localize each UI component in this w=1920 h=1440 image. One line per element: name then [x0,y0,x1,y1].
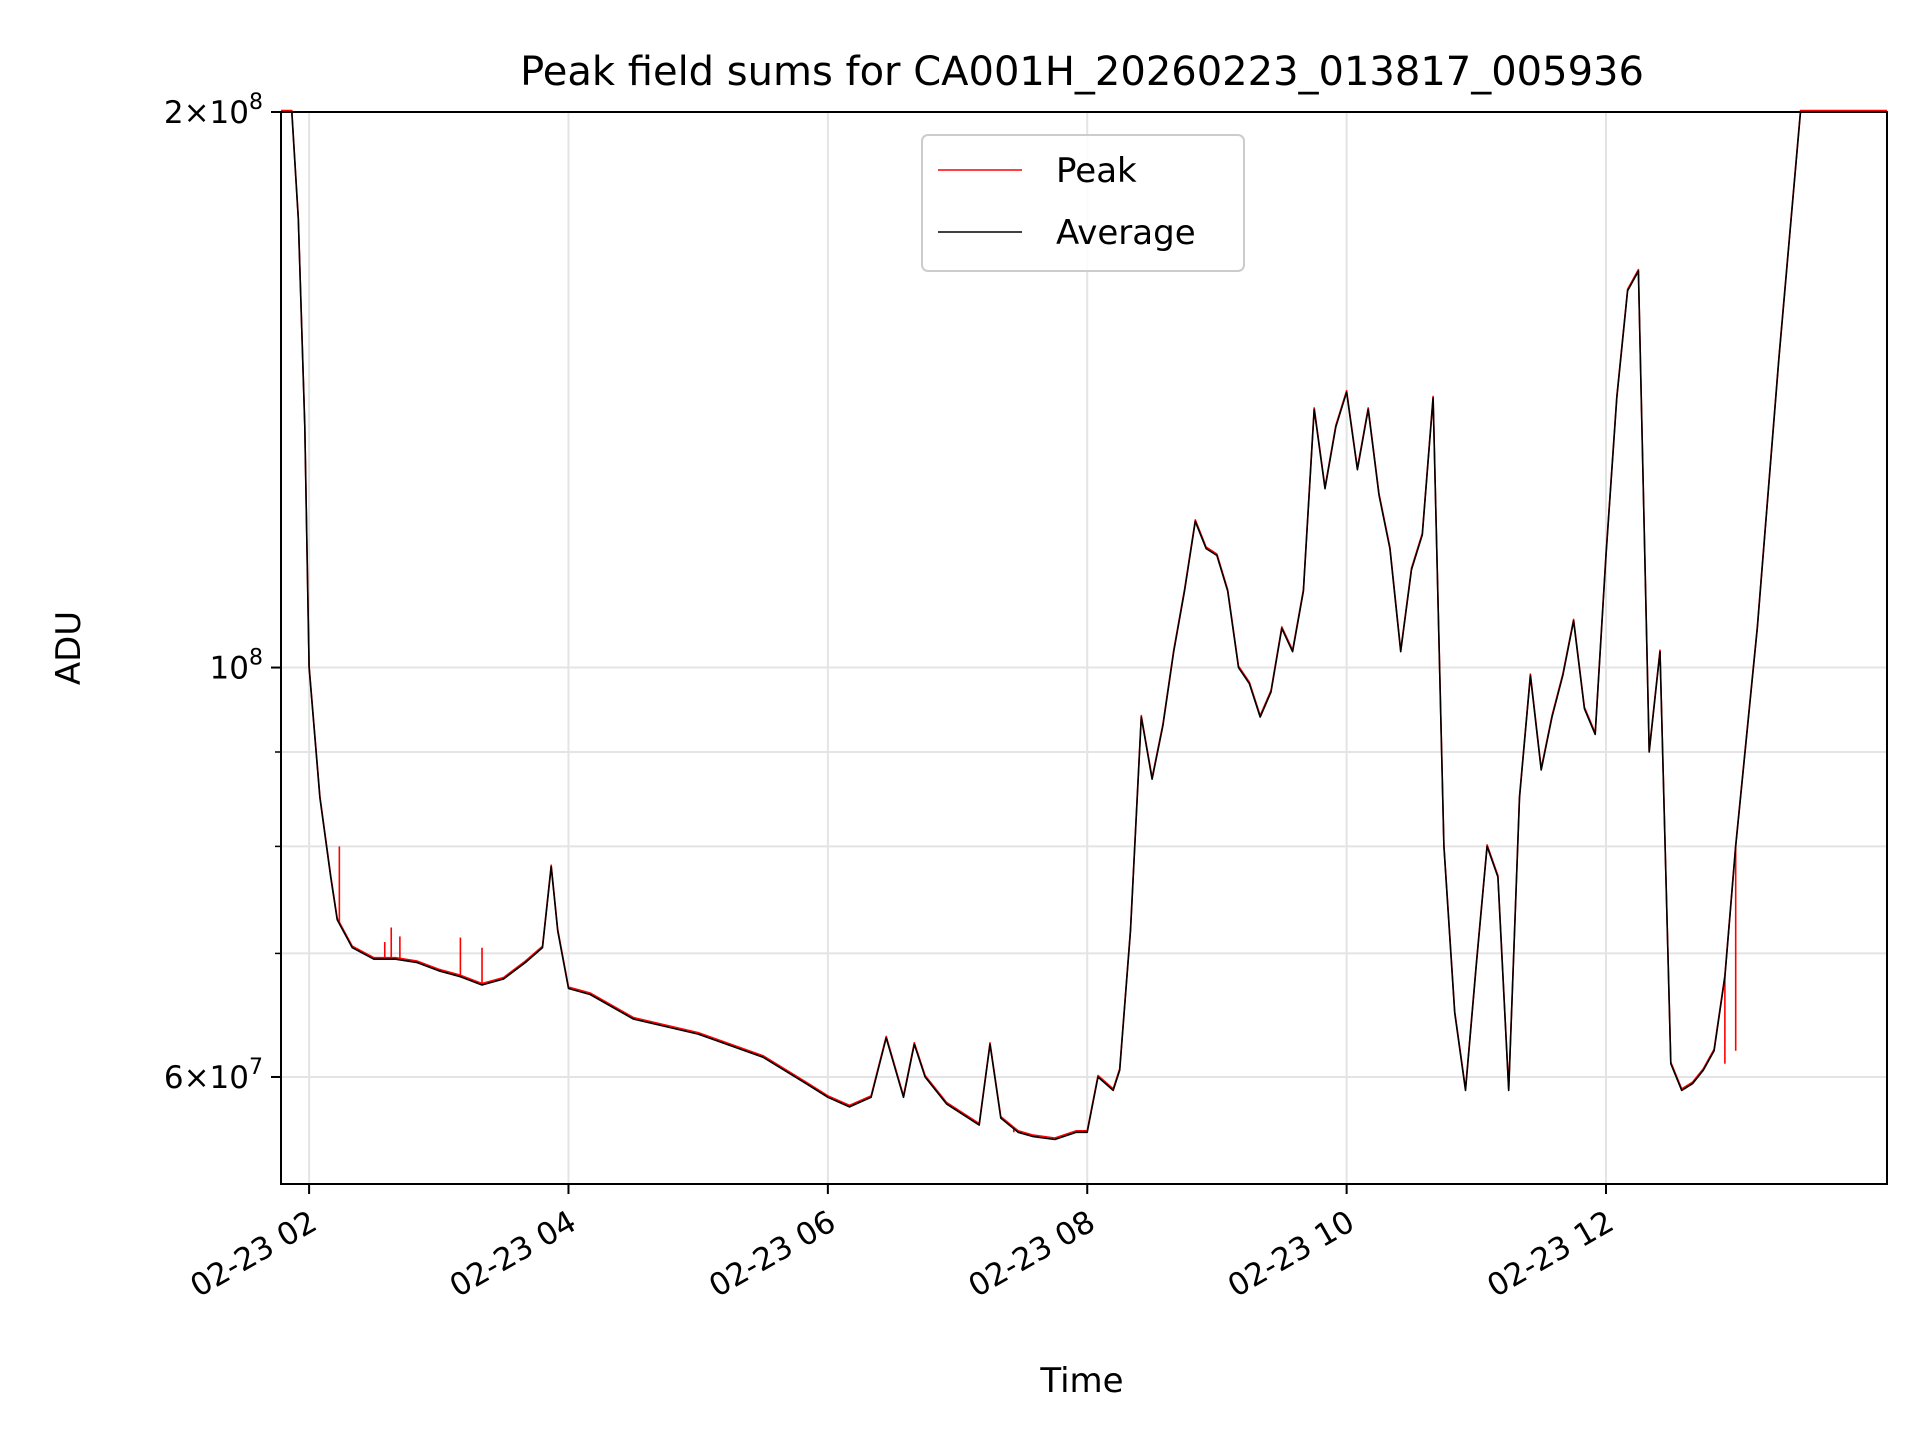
y-tick-label: 108 [210,646,263,687]
y-tick-label: 6×107 [164,1055,263,1096]
legend: Peak Average [921,134,1245,272]
legend-box [921,134,1245,272]
y-axis-label: ADU [49,611,89,685]
series-line-average [281,111,1887,1141]
peak-spikes [338,846,1737,1133]
series-layer [281,109,1887,1141]
x-axis-label: Time [1039,1361,1123,1401]
legend-label-peak: Peak [1056,151,1137,191]
y-tick-label: 2×108 [164,90,263,131]
y-axis-ticks: 6×107 108 2×108 [164,90,281,1096]
legend-label-average: Average [1056,213,1196,253]
chart-title: Peak field sums for CA001H_20260223_0138… [520,49,1644,95]
plot-area-frame [280,111,1888,1185]
